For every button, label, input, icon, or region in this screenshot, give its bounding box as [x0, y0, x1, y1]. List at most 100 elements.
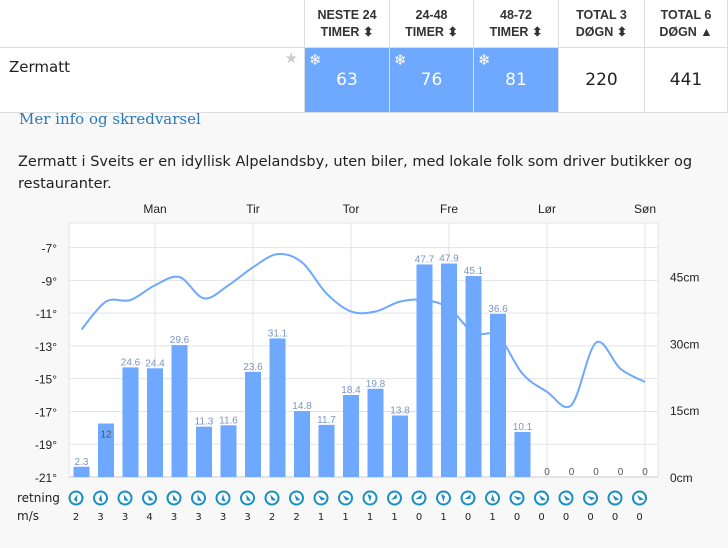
wind-speed-value: 0 — [538, 512, 544, 523]
wind-speed-value: 3 — [122, 512, 128, 523]
header-total6[interactable]: TOTAL 6 DØGN ▲ — [644, 0, 728, 48]
wind-speed-value: 1 — [318, 512, 324, 523]
wind-arrow-icon — [215, 490, 231, 506]
wind-speed-value: 0 — [563, 512, 569, 523]
day-label: Tir — [246, 202, 260, 216]
wind-speed-value: 3 — [195, 512, 201, 523]
description: Zermatt i Sveits er en idyllisk Alpeland… — [18, 154, 693, 192]
wind-speed-value: 2 — [73, 512, 79, 523]
left-tick-label: -9° — [42, 274, 58, 288]
wind-arrow-icon — [632, 490, 647, 506]
bar-value-label: 0 — [569, 467, 575, 478]
wind-speed-value: 3 — [220, 512, 226, 523]
wind-arrow-icon — [558, 490, 574, 506]
sort-icon: ⬍ — [616, 24, 628, 39]
bar-value-label: 2.3 — [75, 457, 89, 468]
header-48-72[interactable]: 48-72 TIMER ⬍ — [473, 0, 559, 48]
left-tick-label: -11° — [36, 307, 57, 321]
temperature-line — [80, 252, 646, 409]
day-label: Fre — [440, 202, 458, 216]
wind-speed-value: 0 — [587, 512, 593, 523]
wind-arrow-icon — [436, 490, 451, 506]
header-next24[interactable]: NESTE 24 TIMER ⬍ — [304, 0, 390, 48]
wind-arrow-icon — [142, 490, 157, 506]
wind-speed-value: 1 — [367, 512, 373, 523]
sort-icon: ⬍ — [531, 24, 543, 39]
wind-speed-value: 0 — [416, 512, 422, 523]
wind-speed-value: 1 — [440, 512, 446, 523]
bar-value-label: 47.9 — [439, 254, 459, 265]
sort-icon: ⬍ — [362, 24, 374, 39]
snow-bar — [171, 345, 188, 477]
left-tick-label: -21° — [35, 471, 57, 485]
wind-arrow-icon — [313, 490, 329, 506]
wind-arrow-icon — [509, 490, 525, 506]
left-tick-label: -15° — [35, 373, 57, 387]
bar-value-label: 36.6 — [488, 304, 508, 315]
snowflake-icon: ❄ — [309, 51, 322, 69]
star-icon[interactable]: ★ — [284, 49, 298, 67]
wind-speed-value: 3 — [171, 512, 177, 523]
wind-speed-value: 0 — [636, 512, 642, 523]
day-label: Man — [143, 202, 166, 216]
snow-bar — [343, 395, 359, 477]
snow-bar — [147, 368, 163, 477]
bar-value-label: 12 — [100, 430, 112, 441]
location-name[interactable]: Zermatt ★ — [0, 47, 305, 113]
snow-bar — [367, 388, 384, 477]
cell-next24: ❄ 63 — [304, 47, 390, 113]
right-tick-label: 30cm — [670, 337, 699, 351]
snow-bar — [294, 411, 310, 477]
day-label: Tor — [343, 202, 360, 216]
snow-bar — [245, 371, 261, 477]
header-location — [0, 0, 305, 48]
left-tick-label: -17° — [35, 405, 57, 419]
bar-value-label: 0 — [593, 467, 599, 478]
wind-arrow-icon — [411, 490, 427, 506]
wind-arrow-icon — [240, 490, 255, 506]
snow-bar — [73, 466, 90, 477]
plot-area — [68, 222, 659, 478]
header-total3[interactable]: TOTAL 3 DØGN ⬍ — [558, 0, 645, 48]
bar-value-label: 29.6 — [170, 335, 190, 346]
more-info-link[interactable]: Mer info og skredvarsel — [19, 110, 201, 128]
wind-speed-value: 0 — [465, 512, 471, 523]
wind-arrow-icon — [117, 490, 133, 506]
wind-speed-value: 2 — [293, 512, 299, 523]
wind-speed-value: 1 — [391, 512, 397, 523]
right-tick-label: 0cm — [670, 471, 693, 485]
day-label: Søn — [634, 202, 656, 216]
snow-bar — [514, 431, 531, 477]
snow-bar — [220, 425, 237, 477]
bar-value-label: 23.6 — [243, 362, 263, 373]
wind-arrow-icon — [583, 490, 598, 506]
day-label: Lør — [538, 202, 556, 216]
snowflake-icon: ❄ — [394, 51, 407, 69]
left-tick-label: -13° — [35, 340, 57, 354]
wind-arrow-icon — [387, 490, 402, 506]
cell-24-48: ❄ 76 — [389, 47, 474, 113]
bar-value-label: 10.1 — [513, 422, 533, 433]
cell-48-72: ❄ 81 — [473, 47, 559, 113]
wind-arrow-icon — [289, 490, 304, 506]
bar-value-label: 11.7 — [317, 415, 336, 426]
bar-value-label: 19.8 — [366, 379, 386, 390]
wind-arrow-icon — [460, 490, 476, 506]
bar-value-label: 0 — [618, 467, 624, 478]
wind-speed-value: 2 — [269, 512, 275, 523]
wind-speed-value: 3 — [97, 512, 103, 523]
table-row: Zermatt ★ ❄ 63 ❄ 76 ❄ 81 220 441 — [0, 47, 728, 113]
wind-arrow-icon — [166, 490, 182, 506]
header-24-48[interactable]: 24-48 TIMER ⬍ — [389, 0, 474, 48]
wind-arrow-icon — [93, 490, 108, 506]
snow-table: NESTE 24 TIMER ⬍ 24-48 TIMER ⬍ 48-72 TIMER … — [0, 0, 728, 113]
wind-arrow-icon — [362, 490, 378, 506]
snow-bar — [269, 338, 286, 477]
wind-speed-label: m/s — [17, 509, 39, 523]
snow-bar — [98, 423, 114, 477]
snow-bar — [416, 264, 433, 477]
bar-value-label: 11.3 — [195, 417, 214, 428]
right-tick-label: 45cm — [670, 270, 699, 284]
snowflake-icon: ❄ — [478, 51, 491, 69]
snow-bar — [392, 415, 408, 477]
